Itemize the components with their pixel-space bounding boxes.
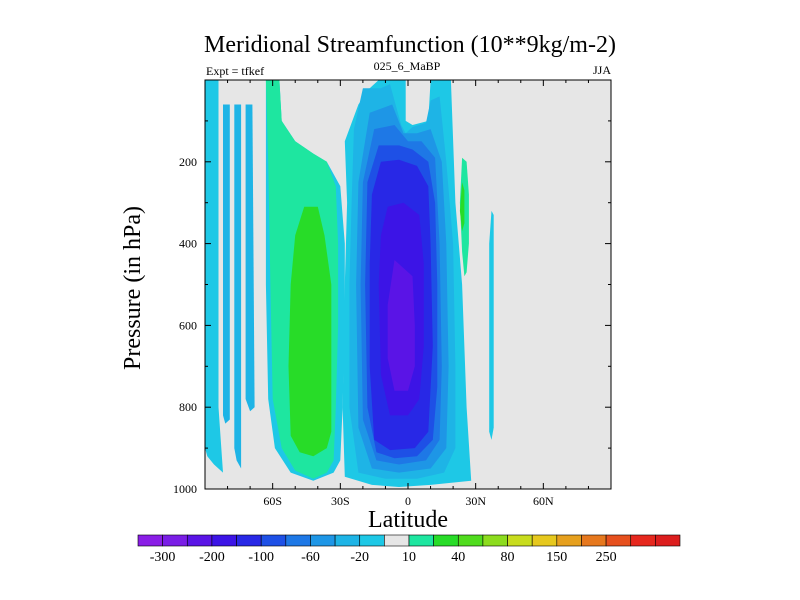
colorbar-label: 10: [402, 550, 416, 565]
colorbar-swatch: [285, 534, 311, 547]
colorbar-swatch: [162, 534, 188, 547]
x-tick-label: 60N: [533, 494, 554, 508]
y-axis-ticks: 200 400 600 800 1000: [173, 120, 611, 496]
colorbar-labels: -300 -200 -100 -60 -20 10 40 80 150 250: [150, 550, 617, 565]
colorbar-swatch: [605, 534, 632, 547]
colorbar-swatch: [556, 534, 582, 547]
colorbar-swatch: [507, 534, 533, 547]
colorbar-swatch: [137, 534, 163, 547]
plot-area: 60S 30S 0 30N 60N 200 400 600 800 1000: [173, 79, 612, 508]
season-label: JJA: [593, 63, 611, 77]
colorbar-label: -300: [150, 550, 176, 565]
contour-ferrel-core: [288, 206, 332, 457]
contour-sh-polar-inner-2: [234, 104, 242, 469]
colorbar-label: 40: [451, 550, 465, 565]
y-tick-label: 1000: [173, 482, 197, 496]
y-tick-label: 800: [179, 400, 197, 414]
colorbar-label: -20: [350, 550, 369, 565]
colorbar-swatch: [531, 534, 558, 547]
chart-title: Meridional Streamfunction (10**9kg/m-2): [204, 32, 616, 58]
x-axis-title: Latitude: [368, 507, 448, 533]
colorbar-swatch: [630, 534, 656, 547]
contour-hadley-core: [387, 260, 415, 391]
y-tick-label: 600: [179, 318, 197, 332]
colorbar-swatch: [433, 534, 459, 547]
colorbar-label: -60: [301, 550, 320, 565]
colorbar-label: -100: [248, 550, 274, 565]
colorbar-swatch: [211, 534, 237, 547]
contour-sh-polar-inner-1: [223, 104, 230, 424]
colorbar-label: 250: [596, 550, 617, 565]
colorbar-label: 80: [501, 550, 515, 565]
colorbar-swatch: [655, 534, 681, 547]
x-tick-label: 30N: [465, 494, 486, 508]
y-tick-label: 200: [179, 155, 197, 169]
colorbar-swatch: [408, 534, 434, 547]
colorbar-swatch: [482, 534, 508, 547]
colorbar-swatch: [310, 534, 336, 547]
x-tick-label: 30S: [331, 494, 350, 508]
period-label: 025_6_MaBP: [374, 59, 441, 73]
y-tick-label: 400: [179, 237, 197, 251]
colorbar-label: -200: [199, 550, 225, 565]
colorbar-label: 150: [546, 550, 567, 565]
colorbar-swatch: [457, 534, 484, 547]
contour-regions: [205, 80, 494, 487]
x-axis-ticks: 60S 30S 0 30N 60N: [204, 80, 612, 508]
colorbar-swatch: [384, 534, 410, 547]
colorbar-swatch: [260, 534, 287, 547]
contour-sh-polar-cell: [205, 80, 223, 473]
colorbar-swatch: [581, 534, 607, 547]
y-axis-title: Pressure (in hPa): [120, 206, 146, 370]
colorbar-swatch: [236, 534, 262, 547]
colorbar-swatch: [334, 534, 361, 547]
colorbar-swatch: [186, 534, 213, 547]
contour-nh-minor: [489, 210, 494, 440]
experiment-label: Expt = tfkef: [206, 64, 264, 78]
colorbar-swatch: [359, 534, 385, 547]
contour-sh-polar-inner-3: [245, 104, 255, 412]
colorbar: [137, 534, 681, 547]
contour-nh-cell-core: [459, 182, 465, 232]
x-tick-label: 60S: [263, 494, 282, 508]
x-tick-label: 0: [405, 494, 411, 508]
